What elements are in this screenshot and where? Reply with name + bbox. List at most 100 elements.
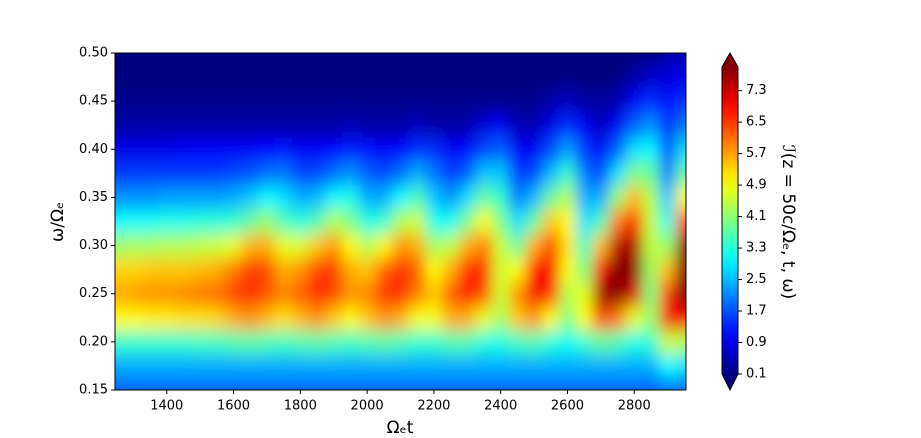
heat-cell [158, 161, 176, 186]
heat-cell [675, 209, 686, 235]
heat-cell [291, 65, 310, 90]
heat-cell [642, 329, 660, 355]
heat-cell [542, 233, 560, 259]
heat-cell [592, 377, 610, 390]
heat-cell [592, 137, 610, 162]
heat-cell [291, 257, 310, 283]
heat-cell [358, 377, 376, 390]
heat-cell [241, 137, 260, 162]
heat-cell [208, 281, 226, 307]
heat-cell [191, 53, 209, 66]
heat-cell [175, 257, 193, 283]
heat-cell [525, 233, 543, 259]
heat-cell [475, 65, 493, 90]
x-tick-label: 1800 [284, 399, 317, 414]
heat-cell [542, 89, 560, 114]
heat-cell [241, 65, 260, 90]
x-tick-label: 2000 [351, 399, 384, 414]
heat-cell [492, 329, 510, 355]
heat-cell [225, 185, 243, 210]
heat-cell [392, 137, 410, 162]
heat-cell [509, 185, 527, 210]
heat-cell [425, 89, 443, 114]
heat-cell [125, 281, 143, 307]
heat-cell [458, 209, 477, 235]
heat-cell [408, 161, 427, 186]
heat-cell [458, 305, 477, 331]
heat-cell [342, 137, 360, 162]
heat-cell [592, 353, 610, 379]
heat-cell [308, 53, 326, 66]
heat-cell [291, 305, 310, 331]
heat-cell [125, 185, 143, 210]
heat-cell [115, 185, 126, 210]
heat-cell [175, 329, 193, 355]
heat-cell [492, 305, 510, 331]
heat-cell [125, 305, 143, 331]
heat-cell [258, 65, 276, 90]
heat-cell [425, 161, 443, 186]
heat-cell [575, 113, 594, 138]
heat-cell [342, 113, 360, 138]
heat-cell [191, 113, 209, 138]
heat-cell [158, 377, 176, 390]
heat-cell [125, 113, 143, 138]
heat-cell [241, 53, 260, 66]
heat-cell [575, 185, 594, 210]
heat-cell [342, 377, 360, 390]
heat-cell [408, 53, 427, 66]
heat-cell [225, 233, 243, 259]
heat-cell [575, 377, 594, 390]
heat-cell [358, 113, 376, 138]
heat-cell [191, 65, 209, 90]
heat-cell [342, 281, 360, 307]
heat-cell [442, 53, 460, 66]
heat-cell [291, 53, 310, 66]
heat-cell [275, 89, 293, 114]
heat-cell [225, 161, 243, 186]
heat-cell [141, 281, 159, 307]
heat-cell [275, 305, 293, 331]
heat-cell [392, 89, 410, 114]
heat-cell [208, 161, 226, 186]
heat-cell [392, 209, 410, 235]
plot-frame [114, 52, 687, 391]
heat-cell [475, 53, 493, 66]
heat-cell [241, 377, 260, 390]
heat-cell [158, 353, 176, 379]
colorbar-tick-label: 1.7 [746, 304, 767, 319]
heat-cell [659, 353, 677, 379]
heatmap [115, 53, 686, 390]
heat-cell [425, 113, 443, 138]
heat-cell [525, 329, 543, 355]
heat-cell [442, 89, 460, 114]
heat-cell [458, 161, 477, 186]
heat-cell [125, 233, 143, 259]
heat-cell [342, 257, 360, 283]
heat-cell [492, 185, 510, 210]
heat-cell [308, 65, 326, 90]
heat-cell [258, 353, 276, 379]
heat-cell [191, 353, 209, 379]
heat-cell [125, 53, 143, 66]
heat-cell [542, 137, 560, 162]
heat-cell [475, 281, 493, 307]
heat-cell [592, 329, 610, 355]
heat-cell [542, 209, 560, 235]
heat-cell [408, 281, 427, 307]
heat-cell [509, 89, 527, 114]
heat-cell [141, 89, 159, 114]
heat-cell [542, 113, 560, 138]
heat-cell [559, 377, 577, 390]
heat-cell [675, 65, 686, 90]
heat-cell [208, 305, 226, 331]
heat-cell [358, 161, 376, 186]
heat-cell [675, 137, 686, 162]
heat-cell [592, 161, 610, 186]
heat-cell [659, 281, 677, 307]
heat-cell [675, 353, 686, 379]
heat-cell [458, 257, 477, 283]
heat-cell [275, 137, 293, 162]
heat-cell [308, 113, 326, 138]
